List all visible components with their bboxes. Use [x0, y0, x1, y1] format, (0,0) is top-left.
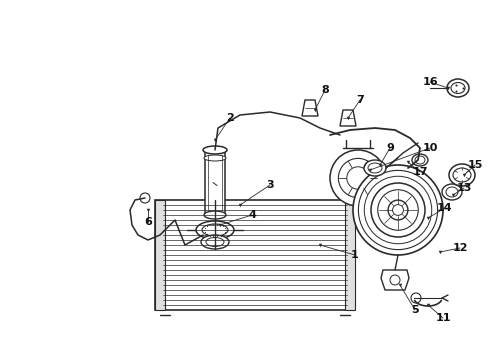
- Text: 17: 17: [411, 167, 427, 177]
- Ellipse shape: [196, 221, 234, 239]
- Text: 3: 3: [265, 180, 273, 190]
- Text: 12: 12: [451, 243, 467, 253]
- Circle shape: [389, 275, 399, 285]
- Text: 10: 10: [422, 143, 437, 153]
- Ellipse shape: [441, 184, 461, 200]
- Ellipse shape: [202, 224, 227, 236]
- Circle shape: [358, 170, 437, 249]
- Ellipse shape: [414, 156, 424, 164]
- Text: 5: 5: [410, 305, 418, 315]
- Text: 13: 13: [455, 183, 471, 193]
- Text: 8: 8: [321, 85, 328, 95]
- Circle shape: [346, 167, 368, 189]
- Ellipse shape: [452, 168, 470, 182]
- Circle shape: [140, 193, 150, 203]
- Bar: [155, 200, 164, 310]
- Circle shape: [329, 150, 385, 206]
- Text: 15: 15: [467, 160, 482, 170]
- Circle shape: [410, 293, 420, 303]
- Circle shape: [364, 176, 431, 244]
- Polygon shape: [302, 100, 317, 116]
- Polygon shape: [339, 110, 355, 126]
- Bar: [345, 200, 354, 310]
- Ellipse shape: [203, 211, 225, 219]
- Text: 1: 1: [350, 250, 358, 260]
- Bar: [204, 150, 224, 215]
- Bar: [155, 200, 354, 310]
- Text: 6: 6: [144, 217, 152, 227]
- Ellipse shape: [363, 160, 385, 176]
- Ellipse shape: [205, 238, 224, 247]
- Text: 16: 16: [421, 77, 437, 87]
- Polygon shape: [380, 270, 408, 290]
- Ellipse shape: [411, 154, 427, 166]
- Text: 4: 4: [247, 210, 255, 220]
- Ellipse shape: [201, 235, 228, 249]
- Text: 9: 9: [385, 143, 393, 153]
- Ellipse shape: [203, 146, 226, 154]
- Text: 7: 7: [355, 95, 363, 105]
- Text: 14: 14: [436, 203, 452, 213]
- Circle shape: [377, 190, 417, 230]
- Ellipse shape: [448, 164, 474, 186]
- Text: 11: 11: [434, 313, 450, 323]
- Ellipse shape: [445, 187, 457, 197]
- Circle shape: [387, 200, 407, 220]
- Ellipse shape: [450, 82, 464, 94]
- Circle shape: [392, 204, 403, 215]
- Text: 2: 2: [225, 113, 233, 123]
- Ellipse shape: [203, 155, 225, 161]
- Circle shape: [352, 165, 442, 255]
- Circle shape: [370, 183, 424, 237]
- Ellipse shape: [446, 79, 468, 97]
- Ellipse shape: [367, 163, 381, 173]
- Circle shape: [338, 158, 377, 198]
